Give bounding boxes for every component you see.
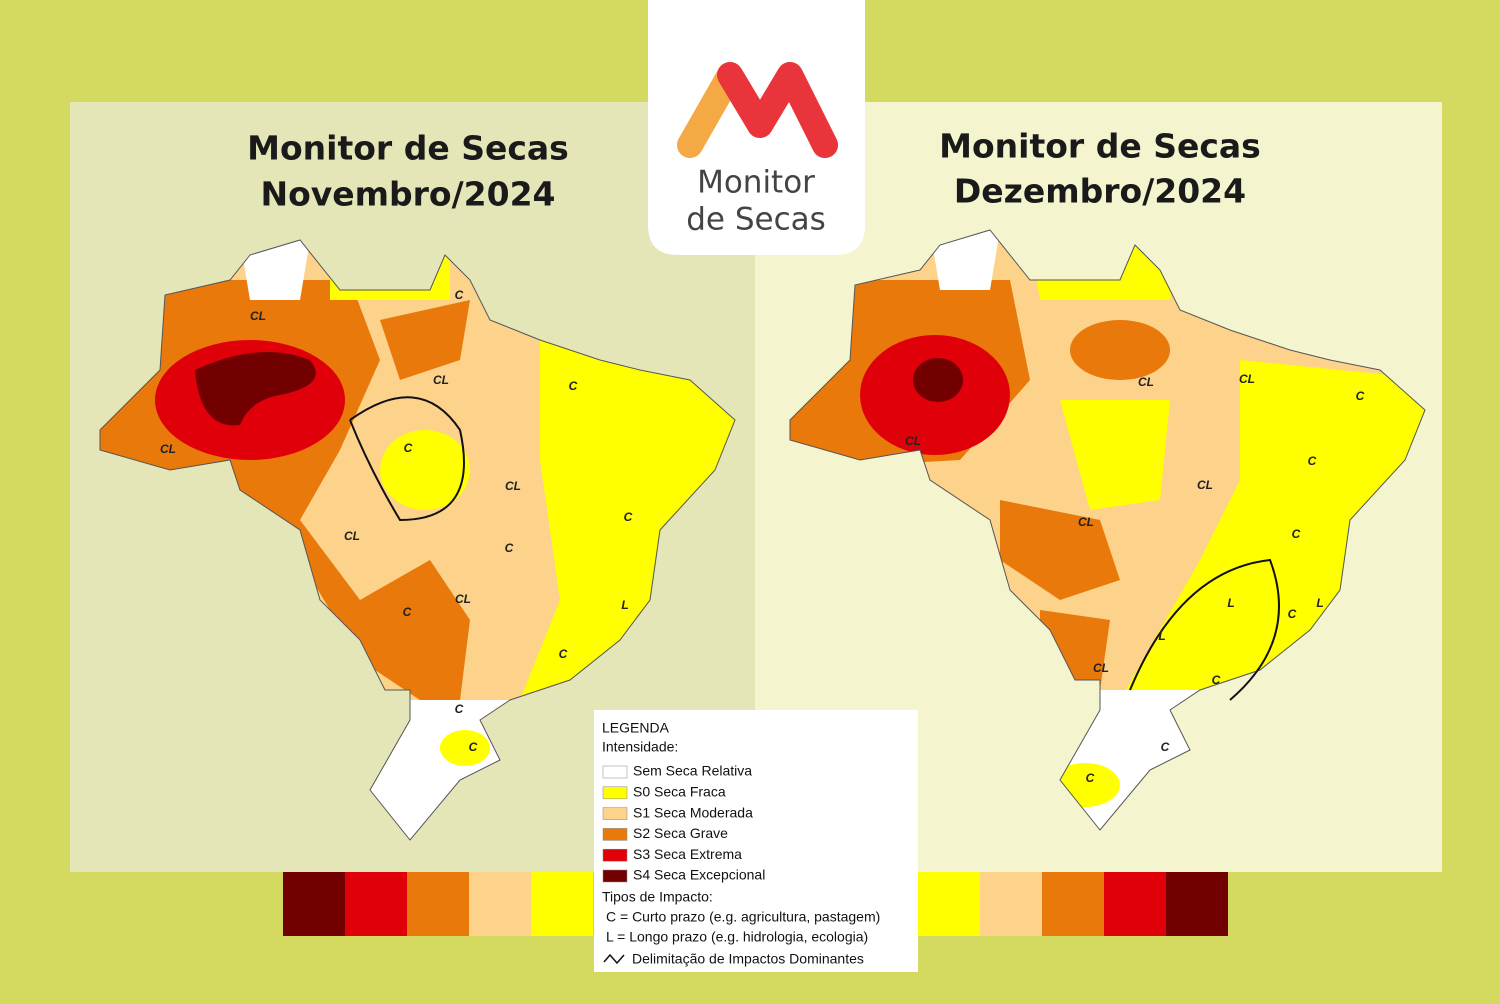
legend-swatch: [602, 848, 628, 862]
map-label: C: [1308, 454, 1317, 468]
logo-text: de Secas: [686, 202, 826, 238]
legend-item: S0 Seca Fraca: [633, 784, 726, 800]
map-title: Monitor de Secas: [939, 127, 1261, 166]
legend-delimitation: Delimitação de Impactos Dominantes: [632, 951, 864, 967]
map-label: CL: [1078, 515, 1094, 529]
map-label: C: [455, 702, 464, 716]
map-label: C: [1086, 771, 1095, 785]
impact-delimitation: [1129, 558, 1280, 701]
map-label: L: [621, 598, 628, 612]
color-swatch: [531, 872, 593, 936]
color-bar: [283, 872, 1228, 936]
map-label: C: [1288, 607, 1297, 621]
map-label: L: [1158, 629, 1165, 643]
map-label: CL: [1239, 372, 1255, 386]
map-label: CL: [1197, 478, 1213, 492]
map-label: CL: [505, 479, 521, 493]
legend-line-icon: [603, 953, 625, 965]
map-label: CL: [1093, 661, 1109, 675]
legend-item: Sem Seca Relativa: [633, 763, 752, 779]
map-label: C: [1212, 673, 1221, 687]
color-swatch: [980, 872, 1042, 936]
map-label: C: [559, 647, 568, 661]
color-swatch: [1166, 872, 1228, 936]
map-label: C: [505, 541, 514, 555]
map-label: C: [569, 379, 578, 393]
legend-swatch: [602, 786, 628, 800]
legend-impact: L = Longo prazo (e.g. hidrologia, ecolog…: [606, 929, 868, 945]
map-label: CL: [160, 442, 176, 456]
color-swatch: [1104, 872, 1166, 936]
map-label: C: [624, 510, 633, 524]
legend-box: [594, 710, 918, 972]
color-swatch: [918, 872, 980, 936]
map-label: C: [469, 740, 478, 754]
map-label: CL: [344, 529, 360, 543]
legend-swatch: [602, 828, 628, 841]
legend-heading: Intensidade:: [602, 739, 678, 755]
legend-heading: Tipos de Impacto:: [602, 889, 713, 905]
map-label: CL: [250, 309, 266, 323]
logo-text: Monitor: [697, 165, 815, 201]
color-swatch: [469, 872, 531, 936]
map-label: C: [403, 605, 412, 619]
map-label: C: [1356, 389, 1365, 403]
legend-item: S4 Seca Excepcional: [633, 867, 765, 883]
map-label: CL: [433, 373, 449, 387]
impact-delimitation: [349, 396, 465, 522]
map-label: C: [1161, 740, 1170, 754]
map-title: Monitor de Secas: [247, 129, 569, 168]
map-label: C: [1292, 527, 1301, 541]
color-swatch: [407, 872, 469, 936]
map-label: C: [455, 288, 464, 302]
map-label: CL: [905, 434, 921, 448]
map-title: Dezembro/2024: [954, 172, 1246, 211]
map-label: CL: [455, 592, 471, 606]
legend-swatch: [602, 765, 628, 779]
color-swatch: [1042, 872, 1104, 936]
legend-item: S2 Seca Grave: [633, 825, 728, 841]
legend-item: S1 Seca Moderada: [633, 804, 753, 820]
color-swatch: [345, 872, 407, 936]
map-label: C: [404, 441, 413, 455]
legend-impact: C = Curto prazo (e.g. agricultura, pasta…: [606, 909, 880, 925]
map-label: L: [1316, 596, 1323, 610]
color-swatch: [283, 872, 345, 936]
legend-title: LEGENDA: [602, 720, 670, 736]
map-label: L: [1227, 596, 1234, 610]
map-title: Novembro/2024: [260, 175, 555, 214]
legend-swatch: [602, 869, 628, 883]
logo-mark: [677, 62, 838, 158]
legend-swatch: [602, 807, 628, 820]
legend-item: S3 Seca Extrema: [633, 846, 742, 862]
map-label: CL: [1138, 375, 1154, 389]
